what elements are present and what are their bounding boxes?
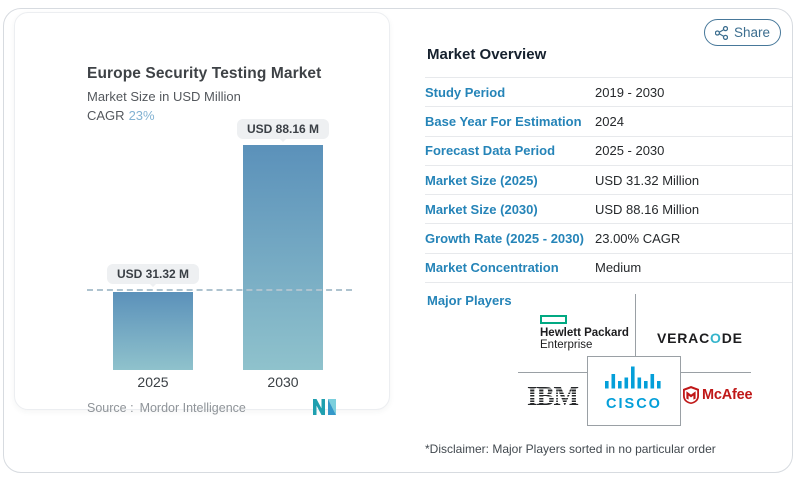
row-value: Medium (595, 260, 642, 276)
row-value: 2019 - 2030 (595, 84, 665, 100)
row-value: USD 31.32 Million (595, 172, 700, 188)
bar-label-2025: USD 31.32 M (106, 264, 200, 284)
share-icon (714, 25, 728, 40)
market-chart-card: Europe Security Testing Market Market Si… (14, 12, 390, 415)
row-value: 2025 - 2030 (595, 143, 665, 159)
major-players-label: Major Players (427, 293, 512, 308)
mordor-intelligence-logo-icon (313, 399, 337, 420)
chart-title: Europe Security Testing Market (87, 65, 322, 82)
row-value: 23.00% CAGR (595, 231, 681, 247)
mcafee-shield-icon (683, 386, 699, 404)
table-row: Study Period 2019 - 2030 (425, 78, 792, 108)
chart-subtitle: Market Size in USD Million (87, 89, 241, 104)
logo-veracode: VERACODE (657, 330, 743, 346)
veracode-text-left: VERAC (657, 330, 711, 346)
logo-cisco: CISCO (587, 366, 681, 412)
row-label: Base Year For Estimation (425, 113, 582, 129)
table-row: Forecast Data Period 2025 - 2030 (425, 137, 792, 166)
veracode-text-right: DE (721, 330, 743, 346)
cagr-label: CAGR (87, 108, 125, 123)
share-button-label: Share (733, 25, 771, 40)
cisco-signal-bars-icon (604, 366, 664, 394)
bar-label-2030: USD 88.16 M (236, 119, 330, 139)
players-divider-horizontal-left (518, 372, 588, 373)
table-row: Growth Rate (2025 - 2030) 23.00% CAGR (425, 224, 792, 254)
logo-mcafee: McAfee (683, 386, 753, 404)
x-axis-label-2030: 2030 (267, 374, 299, 390)
table-row: Market Size (2030) USD 88.16 Million (425, 195, 792, 225)
chart-source: Source : Mordor Intelligence (87, 401, 246, 415)
row-label: Market Size (2030) (425, 201, 538, 217)
row-label: Market Concentration (425, 260, 559, 276)
players-disclaimer: *Disclaimer: Major Players sorted in no … (425, 442, 716, 456)
reference-dashed-line (87, 289, 352, 291)
share-button[interactable]: Share (704, 19, 781, 46)
source-label: Source : (87, 401, 134, 415)
row-value: 2024 (595, 113, 624, 129)
players-divider-vertical (635, 294, 636, 356)
logo-ibm: IBM (527, 381, 579, 411)
x-axis-label-2025: 2025 (137, 374, 169, 390)
hpe-wordmark-line2: Enterprise (540, 339, 593, 352)
row-label: Forecast Data Period (425, 143, 556, 159)
cagr-value: 23% (128, 108, 155, 123)
hpe-green-rectangle-icon (540, 315, 567, 324)
logo-hewlett-packard-enterprise: Hewlett Packard Enterprise (540, 315, 629, 352)
cisco-wordmark: CISCO (606, 396, 662, 412)
table-row: Base Year For Estimation 2024 (425, 107, 792, 137)
bar-2030 (243, 145, 323, 370)
table-row: Market Size (2025) USD 31.32 Million (425, 166, 792, 196)
mcafee-wordmark: McAfee (702, 387, 753, 403)
overview-title: Market Overview (427, 46, 547, 63)
row-label: Growth Rate (2025 - 2030) (425, 231, 584, 247)
row-label: Study Period (425, 84, 506, 100)
bar-2025 (113, 292, 193, 370)
veracode-o-mark: O (710, 330, 722, 346)
source-name: Mordor Intelligence (139, 401, 246, 415)
row-value: USD 88.16 Million (595, 201, 700, 217)
overview-table: Study Period 2019 - 2030 Base Year For E… (425, 77, 792, 284)
chart-cagr-line: CAGR 23% (87, 108, 155, 123)
hpe-wordmark-line1: Hewlett Packard (540, 327, 629, 339)
table-row: Market Concentration Medium (425, 254, 792, 284)
row-label: Market Size (2025) (425, 172, 538, 188)
players-divider-horizontal-right (681, 372, 751, 373)
